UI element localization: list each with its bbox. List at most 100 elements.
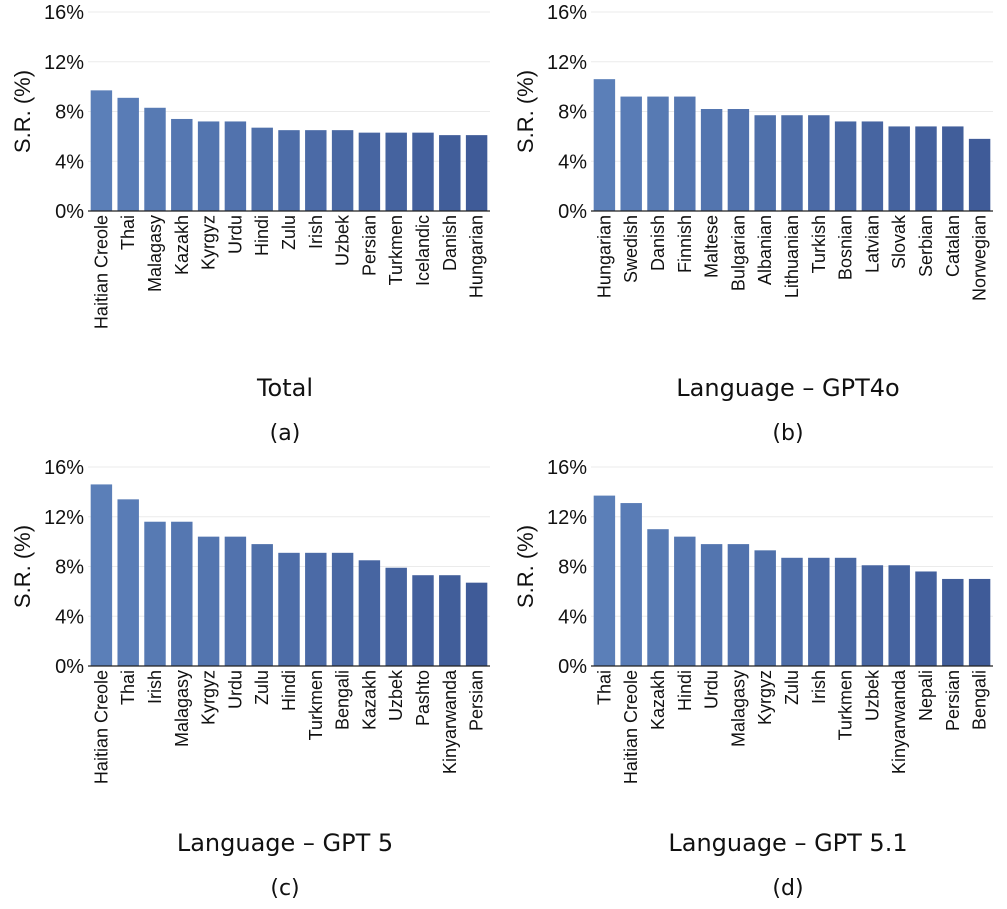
x-tick-label: Irish <box>809 670 829 704</box>
y-axis-label: S.R. (%) <box>513 70 538 153</box>
bar-hindi <box>674 536 696 666</box>
chart-panel-a: 0% 4% 8% 12% 16% S.R. (%) Haitian Creole Thai Ma… <box>0 0 500 454</box>
x-tick-label: Bengali <box>970 670 990 730</box>
y-tick-label: 12% <box>547 507 587 529</box>
x-tick-label: Finnish <box>675 215 695 273</box>
x-tick-label: Lithuanian <box>782 215 802 298</box>
x-tick-label: Irish <box>306 215 326 249</box>
bar-hindi <box>278 552 300 666</box>
x-tick-label: Persian <box>359 215 379 276</box>
x-tick-label: Turkmen <box>386 215 406 285</box>
y-axis-label: S.R. (%) <box>10 525 35 608</box>
bar-zulu <box>278 130 300 211</box>
bar-uzbek <box>861 565 884 666</box>
bar-chart-c: 0% 4% 8% 12% 16% S.R. (%) Haitian Creole Thai Ir… <box>10 457 490 901</box>
x-tick-label: Kinyarwanda <box>889 669 909 774</box>
y-tick-label: 0% <box>558 656 587 678</box>
bar-albanian <box>754 115 776 211</box>
bar-irish <box>144 521 166 666</box>
bar-uzbek <box>331 130 354 211</box>
panel-caption-a: (a) <box>270 421 301 446</box>
y-tick-label: 12% <box>44 507 84 529</box>
y-tick-label: 8% <box>55 557 84 579</box>
x-tick-label: Urdu <box>225 215 245 254</box>
y-tick-label: 8% <box>55 102 84 124</box>
y-tick-label: 8% <box>558 102 587 124</box>
y-tick-label: 4% <box>558 151 587 173</box>
y-tick-label: 16% <box>44 457 84 479</box>
y-tick-label: 0% <box>558 201 587 223</box>
x-tick-label: Kinyarwanda <box>440 669 460 774</box>
bar-lithuanian <box>781 115 803 211</box>
x-tick-label: Uzbek <box>386 669 406 721</box>
bar-thai <box>117 97 139 211</box>
x-tick-label: Nepali <box>916 670 936 721</box>
bar-hungarian <box>465 135 488 211</box>
x-axis-title: Language – GPT 5.1 <box>668 829 907 857</box>
y-tick-label: 0% <box>55 201 84 223</box>
bar-urdu <box>700 544 723 666</box>
bar-turkish <box>808 115 830 211</box>
y-axis-label: S.R. (%) <box>10 70 35 153</box>
x-tick-label: Swedish <box>621 215 641 283</box>
bar-malagasy <box>171 521 193 666</box>
bar-irish <box>808 557 830 666</box>
x-tick-label: Latvian <box>862 215 882 273</box>
y-axis-label: S.R. (%) <box>513 525 538 608</box>
x-tick-label: Thai <box>594 670 614 705</box>
x-tick-label: Danish <box>648 215 668 271</box>
bar-kinyarwanda <box>439 575 461 666</box>
x-tick-label: Icelandic <box>413 215 433 286</box>
y-tick-label: 16% <box>547 2 587 24</box>
y-tick-label: 4% <box>55 606 84 628</box>
y-tick-label: 12% <box>547 52 587 74</box>
bar-uzbek <box>385 567 407 666</box>
x-axis-title: Total <box>256 374 313 402</box>
y-tick-label: 0% <box>55 656 84 678</box>
x-tick-label: Persian <box>943 670 963 731</box>
x-tick-label: Hindi <box>675 670 695 711</box>
x-tick-label: Uzbek <box>862 669 882 721</box>
chart-panel-b: 0% 4% 8% 12% 16% S.R. (%) Hungarian Swedish Dani… <box>503 0 1003 454</box>
bar-kazakh <box>171 118 193 211</box>
bar-malagasy <box>727 544 750 666</box>
x-tick-label: Turkmen <box>306 670 326 740</box>
bar-haitian-creole <box>620 503 642 666</box>
x-tick-label: Bosnian <box>836 215 856 280</box>
y-tick-label: 12% <box>44 52 84 74</box>
x-tick-label: Hindi <box>252 215 272 256</box>
x-tick-label: Hungarian <box>594 215 614 298</box>
y-tick-label: 4% <box>55 151 84 173</box>
bar-turkmen <box>385 132 407 211</box>
panel-caption-d: (d) <box>772 876 803 901</box>
x-tick-label: Bengali <box>333 670 353 730</box>
bar-haitian-creole <box>90 484 113 666</box>
y-tick-label: 8% <box>558 557 587 579</box>
x-tick-label: Turkmen <box>836 670 856 740</box>
x-tick-label: Bulgarian <box>728 215 748 291</box>
x-tick-label: Urdu <box>702 670 722 709</box>
bar-kyrgyz <box>754 550 776 666</box>
x-tick-label: Thai <box>118 215 138 250</box>
x-tick-label: Hungarian <box>467 215 487 298</box>
bar-thai <box>593 495 616 666</box>
bar-norwegian <box>968 138 991 211</box>
y-tick-label: 4% <box>558 606 587 628</box>
x-tick-label: Zulu <box>782 670 802 705</box>
x-tick-label: Serbian <box>916 215 936 277</box>
x-tick-label: Kazakh <box>172 215 192 275</box>
bar-persian <box>942 578 964 666</box>
x-tick-label: Irish <box>145 670 165 704</box>
x-tick-label: Haitian Creole <box>91 670 111 784</box>
bar-catalan <box>942 126 964 211</box>
x-tick-label: Haitian Creole <box>621 670 641 784</box>
bar-zulu <box>251 544 273 666</box>
x-tick-label: Malagasy <box>145 215 165 292</box>
x-tick-label: Kazakh <box>648 670 668 730</box>
bar-kazakh <box>647 529 669 666</box>
x-axis-title: Language – GPT 5 <box>177 829 393 857</box>
chart-panel-d: 0% 4% 8% 12% 16% S.R. (%) Thai Haitian Creole Ka… <box>503 455 1003 909</box>
bar-haitian-creole <box>90 90 113 211</box>
x-tick-label: Slovak <box>889 214 909 269</box>
bar-nepali <box>915 571 937 666</box>
